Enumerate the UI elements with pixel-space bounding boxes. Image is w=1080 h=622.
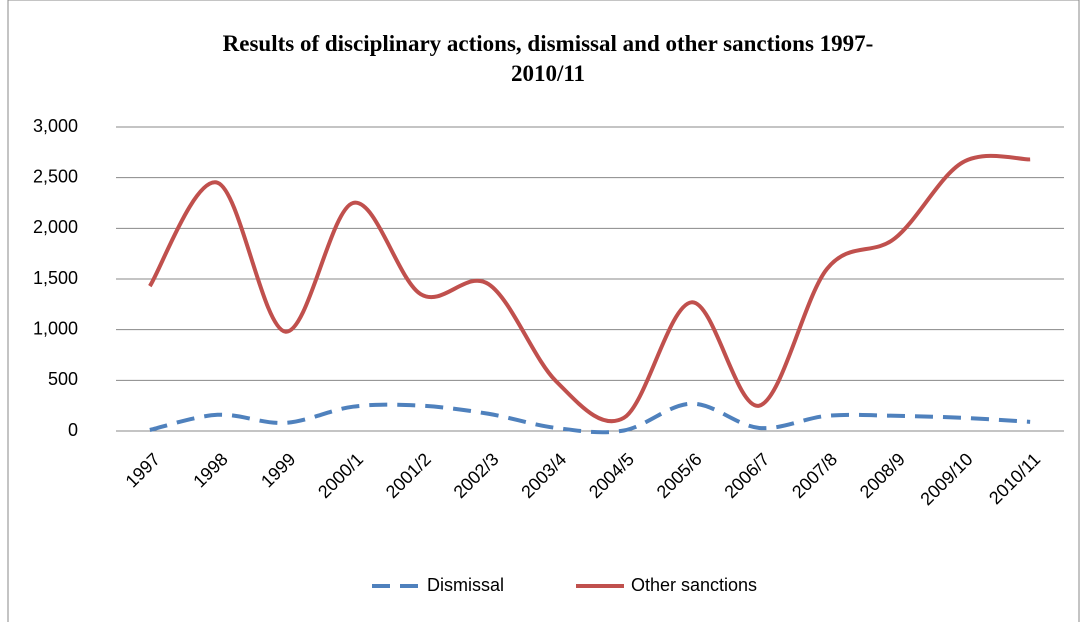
y-tick-label: 1,000 [33,318,78,338]
y-tick-label: 3,000 [33,116,78,136]
chart-frame [7,0,1080,622]
chart-title: Results of disciplinary actions, dismiss… [223,31,874,86]
series-line [148,153,1031,424]
x-tick-label: 2005/6 [653,449,706,502]
title-line: Results of disciplinary actions, dismiss… [223,31,874,56]
x-tick-label: 2007/8 [788,449,841,502]
y-tick-label: 500 [48,369,78,389]
legend-label: Other sanctions [631,575,757,595]
x-tick-label: 2006/7 [720,449,773,502]
x-tick-label: 2009/10 [916,449,976,509]
title-line: 2010/11 [511,61,585,86]
y-tick-label: 1,500 [33,268,78,288]
x-tick-label: 1997 [122,449,164,491]
x-tick-label: 1999 [257,449,299,491]
series-line [149,401,1031,435]
y-tick-label: 0 [68,420,78,440]
x-tick-label: 2008/9 [856,449,909,502]
x-tick-label: 2002/3 [450,449,503,502]
x-tick-label: 2004/5 [585,449,638,502]
legend-label: Dismissal [427,575,504,595]
x-tick-label: 2010/11 [985,449,1044,508]
x-tick-label: 2000/1 [314,449,367,502]
x-tick-label: 2003/4 [517,449,570,502]
y-tick-label: 2,000 [33,217,78,237]
x-tick-label: 1998 [189,449,231,491]
y-tick-label: 2,500 [33,166,78,186]
x-tick-label: 2001/2 [382,449,435,502]
